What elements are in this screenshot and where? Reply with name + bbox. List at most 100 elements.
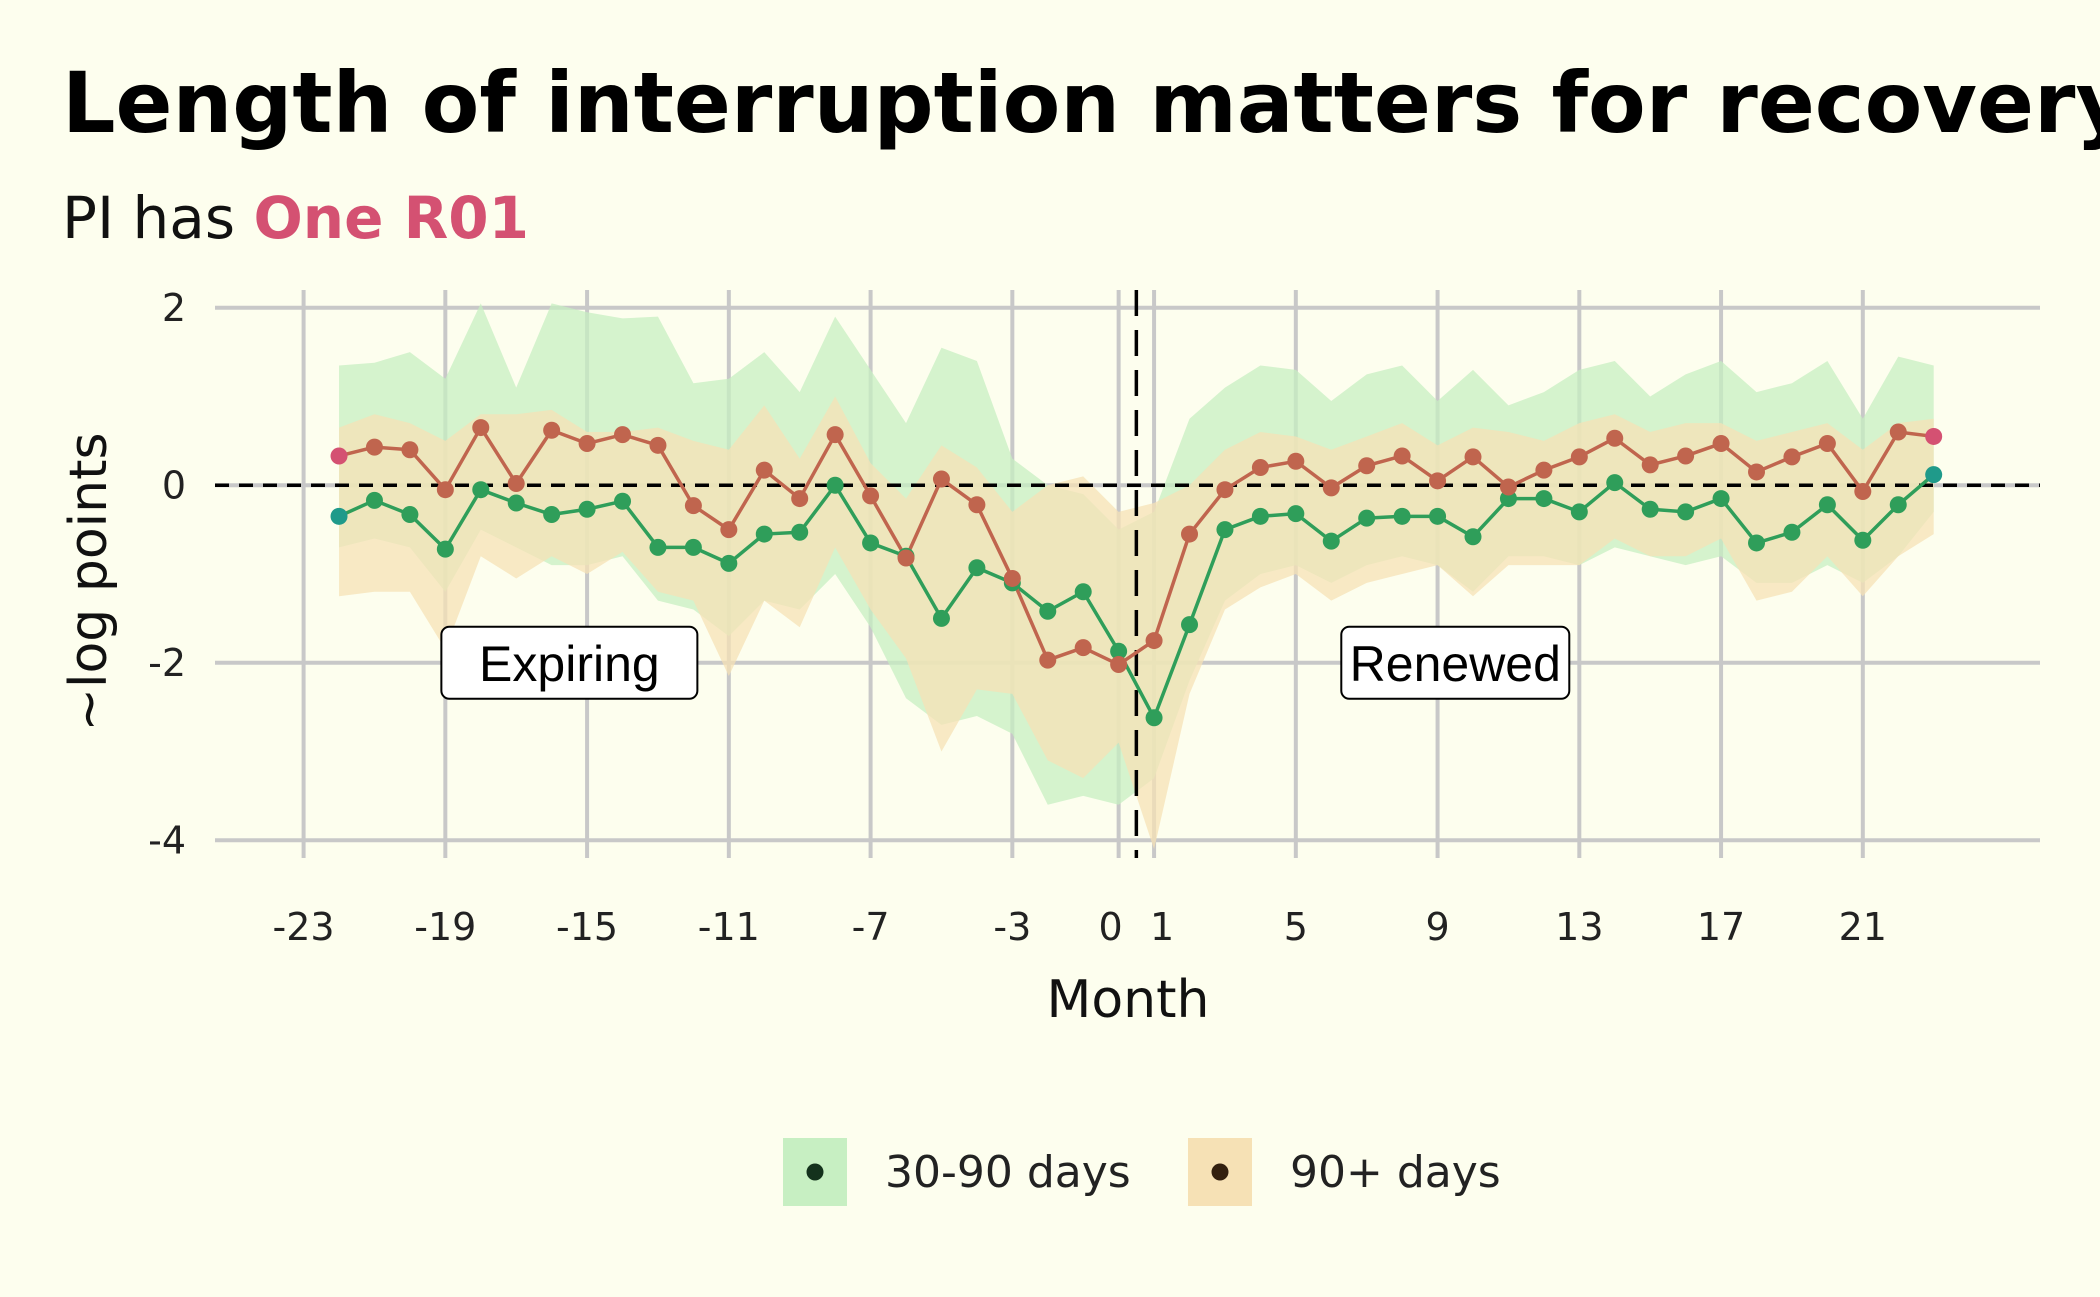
data-point	[1322, 479, 1340, 497]
annotation-box	[440, 625, 699, 700]
y-tick-label: -2	[148, 641, 186, 685]
data-point	[1358, 457, 1376, 475]
data-point	[1535, 461, 1553, 479]
legend-item: 30-90 days	[783, 1138, 1131, 1206]
data-point	[1216, 481, 1234, 499]
data-point	[932, 609, 950, 627]
x-tick-label: -19	[414, 905, 476, 949]
x-tick-label: 9	[1425, 905, 1449, 949]
x-tick-label: 21	[1839, 905, 1887, 949]
data-point	[365, 438, 383, 456]
data-point	[1393, 507, 1411, 525]
data-point	[684, 538, 702, 556]
y-tick-label: 2	[162, 286, 186, 330]
y-tick-label: 0	[162, 463, 186, 507]
data-point	[826, 476, 844, 494]
data-point	[1429, 507, 1447, 525]
data-point	[1145, 632, 1163, 650]
data-point	[1854, 531, 1872, 549]
data-point	[1110, 656, 1128, 674]
data-point	[472, 481, 490, 499]
legend-marker	[1211, 1163, 1229, 1181]
data-point	[1889, 423, 1907, 441]
data-point	[1074, 583, 1092, 601]
data-point	[1535, 490, 1553, 508]
data-point	[1748, 534, 1766, 552]
data-point	[862, 534, 880, 552]
data-point	[507, 474, 525, 492]
data-point	[401, 506, 419, 524]
data-point	[1570, 503, 1588, 521]
data-point	[578, 500, 596, 518]
x-axis-tick-labels: -23 -19 -15 -11 -7 -3 0 1 5 9 13 17 21	[273, 905, 1887, 949]
data-point	[1429, 472, 1447, 490]
data-point	[1606, 474, 1624, 492]
data-point	[365, 491, 383, 509]
data-point	[932, 470, 950, 488]
data-point	[1641, 500, 1659, 518]
x-tick-label: -3	[993, 905, 1031, 949]
x-tick-label: 0	[1099, 905, 1123, 949]
data-point	[1677, 503, 1695, 521]
series-lines	[338, 425, 1935, 720]
data-point	[968, 559, 986, 577]
x-tick-label: 17	[1697, 905, 1745, 949]
data-point	[1818, 496, 1836, 514]
subtitle-highlight: One R01	[253, 184, 529, 252]
data-point	[862, 487, 880, 505]
data-point	[826, 426, 844, 444]
data-point	[507, 494, 525, 512]
data-point	[1606, 429, 1624, 447]
data-point	[720, 521, 738, 539]
data-point	[472, 419, 490, 437]
annotation-box	[1340, 625, 1571, 700]
data-point	[1110, 642, 1128, 660]
data-point	[1287, 452, 1305, 470]
data-point	[1925, 427, 1943, 445]
data-point	[578, 435, 596, 453]
data-point	[1251, 507, 1269, 525]
y-axis-title: ~log points	[59, 432, 119, 731]
data-point	[543, 506, 561, 524]
data-point	[1925, 466, 1943, 484]
data-point	[1818, 435, 1836, 453]
x-tick-label: 5	[1284, 905, 1308, 949]
data-point	[1499, 478, 1517, 496]
data-point	[1854, 482, 1872, 500]
x-tick-label: 1	[1150, 905, 1174, 949]
data-point	[1287, 505, 1305, 523]
reference-lines	[215, 290, 2040, 858]
annotation-label: Expiring	[440, 625, 699, 700]
data-point	[1570, 448, 1588, 466]
x-tick-label: -23	[273, 905, 335, 949]
data-point	[1783, 523, 1801, 541]
y-tick-label: -4	[148, 818, 186, 862]
data-point	[649, 538, 667, 556]
data-point	[755, 525, 773, 543]
data-point	[1145, 709, 1163, 727]
data-point	[684, 497, 702, 515]
data-point	[1003, 569, 1021, 587]
series-points	[330, 419, 1943, 727]
data-point	[1358, 509, 1376, 527]
subtitle-prefix: PI has	[62, 184, 253, 252]
data-point	[1322, 532, 1340, 550]
legend-item: 90+ days	[1188, 1138, 1501, 1206]
data-point	[543, 421, 561, 439]
legend-marker	[806, 1163, 824, 1181]
data-point	[649, 436, 667, 454]
data-point	[1074, 639, 1092, 657]
x-axis-title: Month	[1047, 970, 1210, 1030]
annotations: Expiring Renewed	[440, 625, 1571, 700]
data-point	[1464, 528, 1482, 546]
legend-label: 90+ days	[1290, 1147, 1501, 1198]
x-tick-label: -15	[556, 905, 618, 949]
data-point	[1783, 448, 1801, 466]
series-line	[338, 425, 1934, 667]
data-point	[330, 507, 348, 525]
data-point	[1251, 459, 1269, 476]
data-point	[436, 481, 454, 499]
x-tick-label: 13	[1555, 905, 1603, 949]
data-point	[1039, 651, 1057, 669]
